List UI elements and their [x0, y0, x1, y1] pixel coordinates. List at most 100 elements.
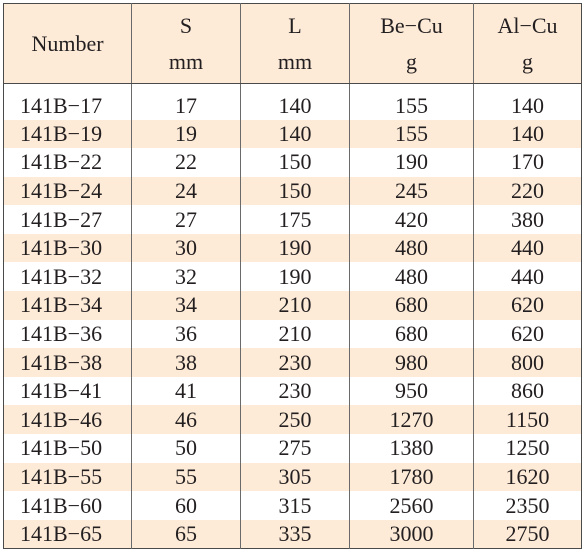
header-al-cu-unit: g: [522, 48, 533, 74]
table-header: Number S mm L mm Be−Cu g Al−Cu g: [3, 3, 582, 84]
cell-al-cu: 140: [473, 83, 582, 120]
cell-l: 230: [240, 376, 350, 406]
cell-number: 141B−65: [20, 520, 103, 546]
cell-l: 210: [240, 319, 350, 349]
table-row: 141B−41 41 230 950 860: [3, 376, 582, 406]
cell-be-cu: 680: [349, 291, 474, 320]
cell-s: 27: [131, 205, 241, 234]
cell-l: 150: [240, 148, 350, 177]
cell-l: 190: [240, 262, 350, 292]
cell-al-cu: 860: [473, 376, 582, 406]
cell-be-cu: 1270: [349, 405, 474, 435]
cell-number: 141B−24: [20, 177, 103, 203]
header-l-unit: mm: [277, 48, 313, 74]
cell-s: 17: [131, 83, 241, 120]
cell-s: 36: [131, 319, 241, 349]
cell-al-cu: 1250: [473, 434, 582, 463]
cell-s: 50: [131, 434, 241, 463]
table-row: 141B−55 55 305 1780 1620: [3, 462, 582, 492]
header-be-cu-unit: g: [406, 48, 417, 74]
cell-be-cu: 980: [349, 348, 474, 377]
table-row: 141B−38 38 230 980 800: [3, 348, 582, 377]
cell-s: 38: [131, 348, 241, 377]
table-row: 141B−22 22 150 190 170: [3, 148, 582, 177]
cell-be-cu: 950: [349, 376, 474, 406]
header-be-cu-label: Be−Cu: [380, 12, 443, 38]
cell-be-cu: 1780: [349, 462, 474, 492]
table-row: 141B−50 50 275 1380 1250: [3, 434, 582, 463]
cell-number: 141B−22: [20, 149, 103, 175]
cell-l: 305: [240, 462, 350, 492]
cell-number: 141B−55: [20, 463, 103, 489]
header-s-label: S: [179, 12, 193, 38]
header-l: L mm: [240, 3, 350, 84]
table-row: 141B−30 30 190 480 440: [3, 233, 582, 263]
cell-al-cu: 170: [473, 148, 582, 177]
header-al-cu-label: Al−Cu: [497, 12, 558, 38]
table-row: 141B−36 36 210 680 620: [3, 319, 582, 349]
cell-l: 150: [240, 176, 350, 206]
cell-al-cu: 140: [473, 119, 582, 149]
cell-be-cu: 190: [349, 148, 474, 177]
table-row: 141B−46 46 250 1270 1150: [3, 405, 582, 435]
table-row: 141B−32 32 190 480 440: [3, 262, 582, 292]
cell-be-cu: 1380: [349, 434, 474, 463]
cell-al-cu: 620: [473, 291, 582, 320]
header-s: S mm: [131, 3, 241, 84]
cell-l: 140: [240, 83, 350, 120]
cell-be-cu: 2560: [349, 491, 474, 520]
cell-al-cu: 1620: [473, 462, 582, 492]
table-row: 141B−65 65 335 3000 2750: [3, 519, 582, 549]
cell-number: 141B−19: [20, 120, 103, 146]
cell-number: 141B−34: [20, 292, 103, 318]
cell-al-cu: 2750: [473, 519, 582, 549]
cell-l: 250: [240, 405, 350, 435]
cell-s: 55: [131, 462, 241, 492]
cell-l: 190: [240, 233, 350, 263]
cell-al-cu: 380: [473, 205, 582, 234]
cell-be-cu: 420: [349, 205, 474, 234]
cell-s: 46: [131, 405, 241, 435]
cell-l: 230: [240, 348, 350, 377]
cell-al-cu: 620: [473, 319, 582, 349]
cell-s: 41: [131, 376, 241, 406]
header-number: Number: [3, 3, 132, 84]
cell-l: 275: [240, 434, 350, 463]
table-body: 141B−17 17 140 155 140 141B−19 19 140 155 140 141B…: [3, 83, 582, 549]
cell-number: 141B−27: [20, 206, 103, 232]
cell-be-cu: 3000: [349, 519, 474, 549]
table-row: 141B−24 24 150 245 220: [3, 176, 582, 206]
cell-al-cu: 2350: [473, 491, 582, 520]
table-row: 141B−34 34 210 680 620: [3, 291, 582, 320]
cell-be-cu: 155: [349, 83, 474, 120]
cell-l: 140: [240, 119, 350, 149]
table-row: 141B−60 60 315 2560 2350: [3, 491, 582, 520]
header-al-cu: Al−Cu g: [473, 3, 582, 84]
cell-be-cu: 680: [349, 319, 474, 349]
cell-number: 141B−36: [20, 320, 103, 346]
cell-s: 32: [131, 262, 241, 292]
table-row: 141B−27 27 175 420 380: [3, 205, 582, 234]
cell-al-cu: 1150: [473, 405, 582, 435]
header-s-unit: mm: [168, 48, 204, 74]
cell-s: 24: [131, 176, 241, 206]
cell-s: 60: [131, 491, 241, 520]
cell-al-cu: 800: [473, 348, 582, 377]
table-row: 141B−19 19 140 155 140: [3, 119, 582, 149]
cell-s: 30: [131, 233, 241, 263]
cell-l: 315: [240, 491, 350, 520]
cell-number: 141B−38: [20, 349, 103, 375]
cell-be-cu: 480: [349, 262, 474, 292]
cell-number: 141B−60: [20, 492, 103, 518]
cell-al-cu: 220: [473, 176, 582, 206]
header-l-label: L: [288, 12, 302, 38]
cell-l: 335: [240, 519, 350, 549]
cell-number: 141B−50: [20, 435, 103, 461]
cell-number: 141B−41: [20, 378, 103, 404]
cell-number: 141B−30: [20, 235, 103, 261]
cell-number: 141B−32: [20, 263, 103, 289]
cell-number: 141B−46: [20, 406, 103, 432]
cell-s: 22: [131, 148, 241, 177]
header-row: Number S mm L mm Be−Cu g Al−Cu g: [3, 3, 582, 84]
